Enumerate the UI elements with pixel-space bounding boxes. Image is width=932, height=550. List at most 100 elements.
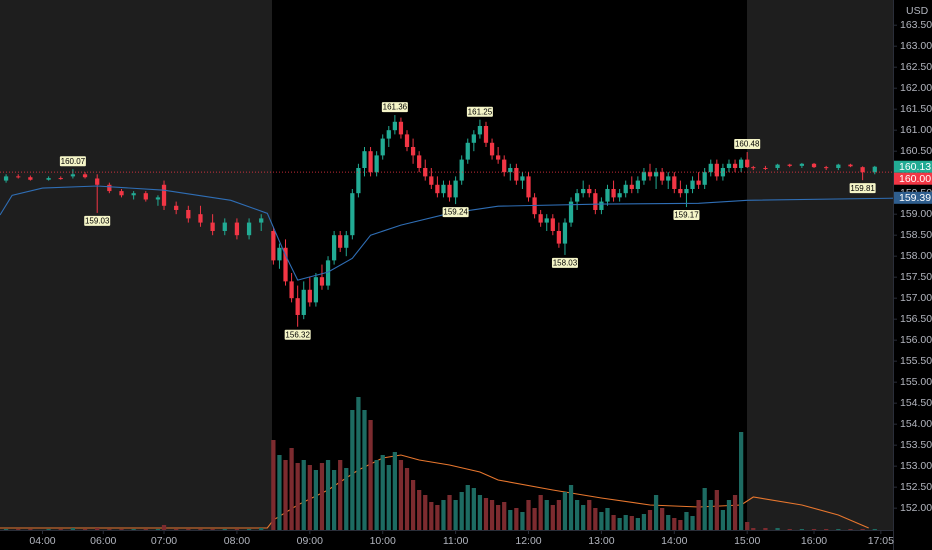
candle-body — [331, 235, 337, 261]
volume-bar — [331, 470, 337, 530]
price-marker-box — [894, 191, 932, 204]
annotation-box — [381, 102, 408, 113]
volume-bar — [423, 495, 428, 530]
volume-bar — [119, 529, 124, 530]
annotation-label: 159.03 — [85, 217, 110, 226]
candle-body — [423, 167, 428, 177]
y-tick-label: 158.00 — [900, 250, 932, 262]
candle-body — [107, 184, 112, 192]
y-tick-label: 153.00 — [900, 460, 932, 472]
annotation-box — [734, 139, 761, 150]
annotation-box — [466, 106, 493, 117]
volume-bar — [556, 500, 562, 530]
candle-body — [605, 188, 610, 202]
candle-body — [799, 163, 805, 166]
candle-body — [520, 176, 525, 181]
candle-body — [678, 188, 683, 194]
candle-body — [508, 167, 513, 173]
candle-body — [696, 180, 701, 185]
candle-body — [666, 176, 671, 181]
volume-bar — [745, 522, 750, 530]
candle-body — [143, 193, 148, 200]
candle-body — [477, 125, 483, 135]
candle-body — [155, 197, 161, 200]
volume-bar — [605, 508, 610, 530]
volume-bar — [453, 500, 458, 530]
volume-bar — [410, 480, 416, 530]
y-tick-label: 153.50 — [900, 439, 932, 451]
candle-body — [119, 191, 124, 196]
candle-body — [70, 174, 76, 177]
volume-bar — [860, 529, 865, 530]
x-tick-label: 10:00 — [370, 535, 396, 547]
volume-bar — [271, 440, 276, 530]
x-tick-label: 07:00 — [151, 535, 177, 547]
annotation-label: 160.07 — [61, 157, 86, 166]
volume-bar — [319, 463, 325, 530]
volume-bar — [574, 500, 580, 530]
volume-bar — [28, 529, 33, 530]
candle-body — [58, 178, 63, 180]
candle-body — [811, 163, 817, 168]
volume-bar — [775, 528, 780, 530]
volume-bar — [368, 420, 373, 530]
volume-bar — [732, 495, 738, 530]
volume-bar — [763, 528, 768, 530]
volume-bar — [155, 529, 161, 530]
vwap-line — [0, 185, 894, 281]
y-tick-label: 155.50 — [900, 355, 932, 367]
volume-bar — [672, 518, 677, 530]
annotation-box — [442, 207, 469, 218]
afterhours-session — [747, 0, 893, 530]
candle-body — [374, 155, 379, 173]
volume-bar — [374, 460, 379, 530]
volume-bar — [872, 529, 877, 530]
candle-body — [410, 146, 416, 156]
candle-body — [222, 222, 227, 231]
volume-bar — [623, 515, 628, 530]
annotation-box — [84, 215, 111, 226]
candle-body — [629, 184, 634, 189]
candle-body — [599, 201, 604, 210]
volume-bar — [198, 529, 203, 530]
volume-bar — [714, 490, 719, 530]
candle-body — [198, 214, 203, 223]
volume-bar — [581, 505, 586, 530]
candle-body — [386, 130, 391, 139]
currency-label: USD — [906, 5, 929, 17]
candle-body — [398, 121, 404, 135]
x-tick-label: 06:00 — [90, 535, 116, 547]
y-tick-label: 163.00 — [900, 40, 932, 52]
candle-body — [453, 180, 458, 198]
x-tick-label: 12:00 — [515, 535, 541, 547]
volume-bar — [708, 500, 713, 530]
volume-bar — [313, 470, 319, 530]
x-tick-label: 04:00 — [29, 535, 55, 547]
candle-body — [745, 159, 750, 168]
volume-bar — [465, 485, 470, 530]
candle-body — [186, 209, 191, 219]
annotation-label: 161.25 — [468, 107, 493, 116]
y-tick-label: 163.50 — [900, 19, 932, 31]
volume-bar — [720, 510, 726, 530]
candle-body — [690, 180, 695, 189]
x-tick-label: 13:00 — [588, 535, 614, 547]
volume-bar — [210, 529, 215, 530]
volume-bar — [641, 514, 647, 530]
candle-body — [787, 164, 792, 166]
volume-bar — [562, 492, 568, 530]
volume-bar — [16, 529, 21, 530]
y-tick-label: 156.50 — [900, 313, 932, 325]
annotation-label: 159.24 — [443, 208, 468, 217]
volume-bar — [283, 460, 288, 530]
candle-body — [775, 164, 780, 168]
y-tick-label: 154.00 — [900, 418, 932, 430]
y-tick-label: 159.00 — [900, 208, 932, 220]
candle-body — [587, 188, 592, 194]
candle-body — [210, 222, 215, 231]
candle-body — [514, 167, 519, 181]
candle-body — [611, 188, 616, 198]
volume-bar — [660, 508, 665, 530]
